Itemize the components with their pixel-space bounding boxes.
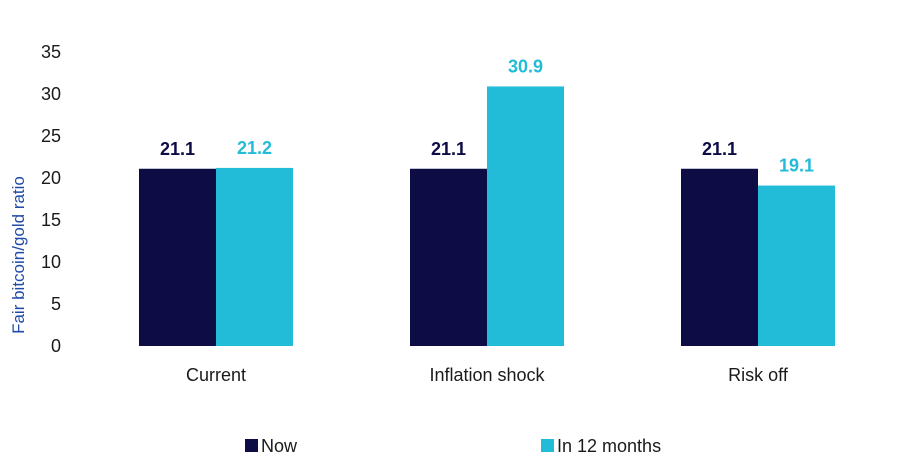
- y-tick-label: 0: [51, 336, 61, 356]
- legend: Now In 12 months: [245, 436, 661, 456]
- bar-now: [681, 168, 758, 346]
- y-tick-label: 5: [51, 294, 61, 314]
- bar-now: [139, 168, 216, 346]
- category-label: Inflation shock: [429, 365, 545, 385]
- data-label: 30.9: [508, 56, 543, 76]
- data-labels: 21.1 21.1 21.1 21.2 30.9 19.1: [160, 56, 814, 175]
- legend-label: Now: [261, 436, 298, 456]
- legend-swatch-in-12-months: [541, 439, 554, 452]
- y-axis-title-group: Fair bitcoin/gold ratio: [9, 176, 28, 334]
- data-label: 21.1: [160, 139, 195, 159]
- data-label: 21.1: [431, 139, 466, 159]
- bar-now: [410, 168, 487, 346]
- y-tick-label: 20: [41, 168, 61, 188]
- data-label: 21.1: [702, 139, 737, 159]
- y-axis-title: Fair bitcoin/gold ratio: [9, 176, 28, 334]
- bar-in-12-months: [758, 185, 835, 346]
- y-tick-label: 35: [41, 42, 61, 62]
- legend-swatch-now: [245, 439, 258, 452]
- y-axis-ticks: 0 5 10 15 20 25 30 35: [41, 42, 61, 356]
- y-tick-label: 10: [41, 252, 61, 272]
- bars: [139, 86, 835, 346]
- data-label: 19.1: [779, 156, 814, 176]
- category-label: Risk off: [728, 365, 789, 385]
- category-label: Current: [186, 365, 246, 385]
- bar-in-12-months: [487, 86, 564, 346]
- data-label: 21.2: [237, 138, 272, 158]
- legend-label: In 12 months: [557, 436, 661, 456]
- y-tick-label: 25: [41, 126, 61, 146]
- category-labels: Current Inflation shock Risk off: [186, 365, 789, 385]
- bar-in-12-months: [216, 167, 293, 346]
- y-tick-label: 15: [41, 210, 61, 230]
- y-tick-label: 30: [41, 84, 61, 104]
